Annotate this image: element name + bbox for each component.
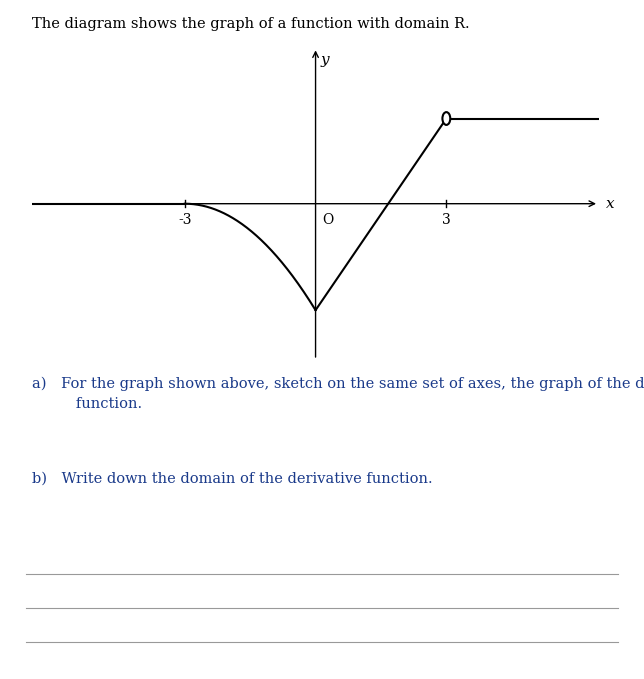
Text: a) For the graph shown above, sketch on the same set of axes, the graph of the d: a) For the graph shown above, sketch on … [32, 377, 644, 391]
Text: -3: -3 [178, 213, 191, 227]
Text: b) Write down the domain of the derivative function.: b) Write down the domain of the derivati… [32, 472, 433, 486]
Text: O: O [322, 213, 334, 227]
Text: y: y [321, 53, 330, 67]
Text: The diagram shows the graph of a function with domain R.: The diagram shows the graph of a functio… [32, 17, 470, 31]
Text: x: x [605, 197, 614, 210]
Circle shape [442, 112, 450, 125]
Text: 3: 3 [442, 213, 451, 227]
Text: function.: function. [32, 397, 142, 411]
